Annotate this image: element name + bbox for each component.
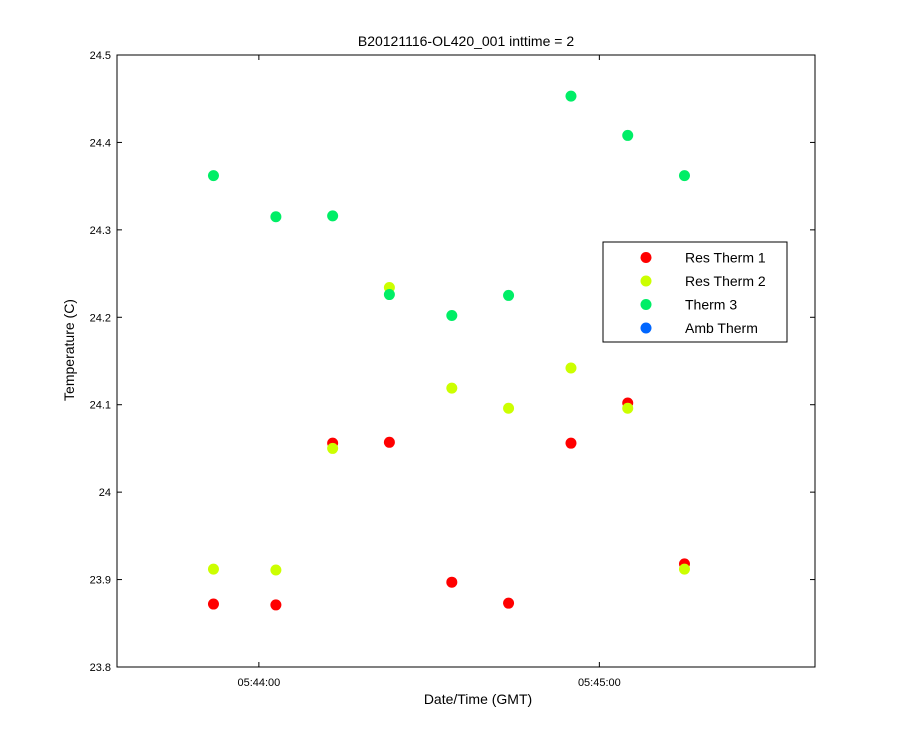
data-point (622, 402, 634, 414)
data-point (622, 129, 634, 141)
x-axis-title: Date/Time (GMT) (424, 691, 532, 707)
data-point (503, 402, 515, 414)
data-point (327, 442, 339, 454)
y-tick-label: 23.9 (90, 575, 111, 587)
y-tick-label: 24.3 (90, 225, 111, 237)
y-tick-label: 24.5 (90, 50, 111, 62)
data-point (327, 210, 339, 222)
y-axis-title: Temperature (C) (61, 299, 77, 401)
data-point (565, 90, 577, 102)
legend-label: Res Therm 2 (685, 273, 766, 289)
data-point (207, 170, 219, 182)
y-tick-label: 24.2 (90, 312, 111, 324)
legend-marker (640, 275, 652, 287)
data-point (383, 289, 395, 301)
x-axis: 05:44:00 05:45:00 (237, 55, 621, 689)
legend-marker (640, 252, 652, 263)
legend: Res Therm 1 Res Therm 2 Therm 3 Amb Therm (602, 241, 788, 343)
data-point (270, 599, 282, 611)
data-point (446, 576, 458, 588)
x-tick-label: 05:44:00 (237, 677, 280, 689)
legend-label: Therm 3 (685, 297, 737, 313)
data-point (678, 170, 690, 182)
y-tick-label: 24.4 (90, 137, 111, 149)
legend-label: Res Therm 1 (685, 250, 766, 266)
data-point (270, 564, 282, 576)
data-point (503, 289, 515, 301)
legend-marker (640, 322, 652, 334)
data-point (503, 597, 515, 609)
data-point (207, 598, 219, 610)
data-point (565, 362, 577, 374)
data-point (207, 563, 219, 575)
chart-title: B20121116-OL420_001 inttime = 2 (358, 33, 574, 49)
y-tick-label: 23.8 (90, 662, 111, 674)
y-axis: 23.8 23.9 24 24.1 24.2 24.3 24.4 24.5 (90, 50, 815, 674)
data-point (446, 310, 458, 322)
data-point (678, 563, 690, 575)
data-point (565, 437, 577, 449)
y-tick-label: 24 (99, 487, 111, 499)
y-tick-label: 24.1 (90, 400, 111, 412)
data-point (383, 436, 395, 448)
x-tick-label: 05:45:00 (578, 677, 621, 689)
data-point (446, 382, 458, 394)
data-points (207, 90, 690, 611)
legend-box (602, 241, 788, 343)
data-point (270, 211, 282, 223)
legend-label: Amb Therm (685, 320, 758, 336)
legend-marker (640, 299, 652, 310)
plot-area (116, 54, 816, 668)
